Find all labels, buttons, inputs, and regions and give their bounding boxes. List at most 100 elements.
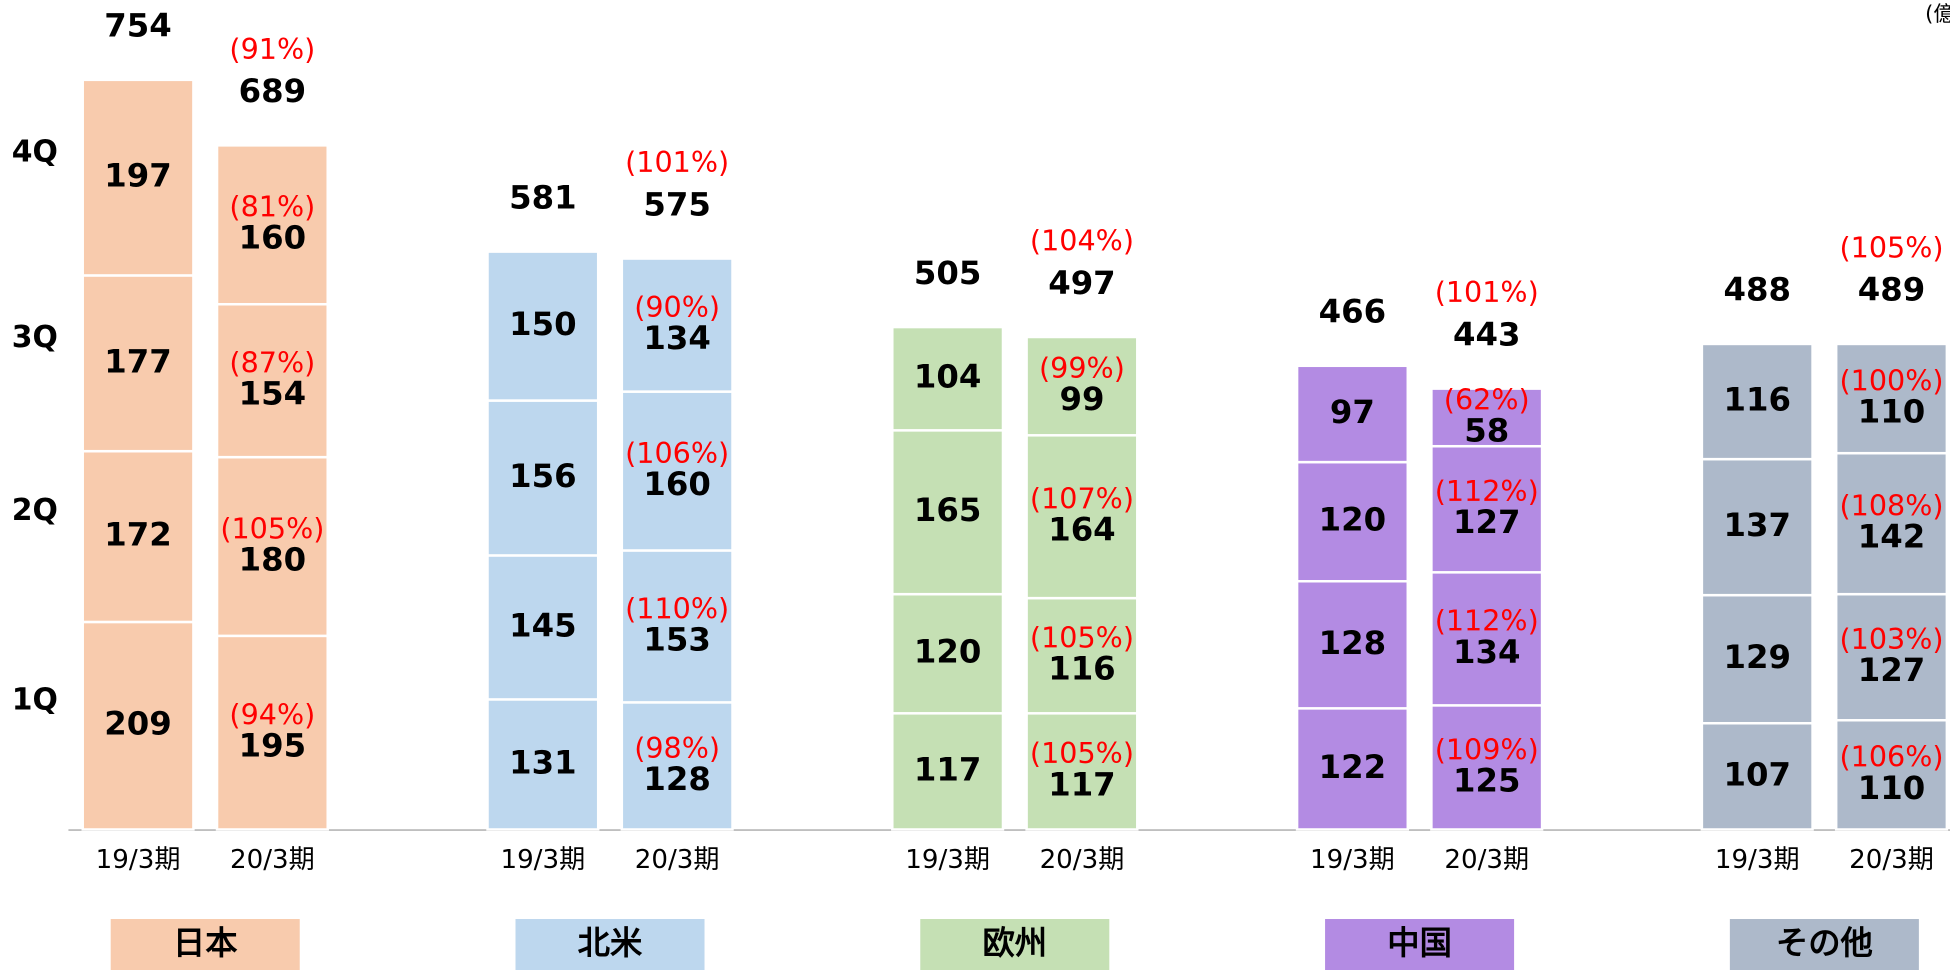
value-label: 177 <box>104 342 171 380</box>
region-label: 中国 <box>1387 924 1452 962</box>
bar-segment <box>1025 434 1139 600</box>
bar-segment <box>1700 593 1814 725</box>
unit-label: (億円) <box>1925 1 1950 26</box>
bar-segment <box>215 455 329 638</box>
ratio-label: (106%) <box>625 436 729 470</box>
bar-segment <box>1834 592 1949 722</box>
value-label: 180 <box>239 540 306 578</box>
bar-segment <box>620 390 734 552</box>
value-label: 209 <box>104 705 171 743</box>
total-ratio-label: (104%) <box>1030 223 1134 257</box>
x-tick-label: 20/3期 <box>1040 845 1125 875</box>
ratio-label: (100%) <box>1839 363 1943 397</box>
bar-segment <box>1295 460 1410 583</box>
value-label: 58 <box>1464 411 1509 449</box>
total-label: 497 <box>1048 264 1115 302</box>
value-label: 131 <box>509 743 576 781</box>
quarter-label: 4Q <box>12 134 58 169</box>
bar-segment <box>1295 707 1410 831</box>
bar-segment <box>620 257 734 393</box>
region-box <box>920 919 1110 970</box>
total-label: 505 <box>914 254 981 292</box>
x-tick-label: 19/3期 <box>500 845 585 875</box>
bar-segment <box>1834 451 1949 596</box>
total-ratio-label: (105%) <box>1839 230 1943 264</box>
ratio-label: (105%) <box>1030 621 1134 655</box>
x-tick-label: 19/3期 <box>1715 845 1800 875</box>
bar-segment <box>1295 364 1410 464</box>
bar-segment <box>891 712 1005 831</box>
region-label: 欧州 <box>982 924 1047 962</box>
bar-segment <box>81 620 195 831</box>
region-label: その他 <box>1776 924 1873 962</box>
ratio-label: (90%) <box>634 290 720 324</box>
total-ratio-label: (101%) <box>1435 275 1539 309</box>
bar-segment <box>1430 571 1544 707</box>
value-label: 137 <box>1723 506 1790 544</box>
bar-segment <box>486 250 600 402</box>
x-tick-label: 19/3期 <box>96 845 181 875</box>
ratio-label: (109%) <box>1435 732 1539 766</box>
value-label: 129 <box>1723 638 1790 676</box>
ratio-label: (87%) <box>229 346 315 380</box>
ratio-label: (106%) <box>1839 740 1943 774</box>
value-label: 128 <box>1319 624 1386 662</box>
x-tick-label: 19/3期 <box>905 845 990 875</box>
bar-segment <box>1025 712 1139 831</box>
total-ratio-label: (91%) <box>229 32 315 66</box>
value-label: 153 <box>643 620 710 658</box>
bar-segment <box>620 549 734 704</box>
value-label: 134 <box>1453 633 1520 671</box>
bar-segment <box>81 449 195 624</box>
region-box <box>110 919 300 970</box>
value-label: 172 <box>104 516 171 554</box>
value-label: 154 <box>239 375 306 413</box>
bar-segment <box>215 302 329 459</box>
ratio-label: (108%) <box>1839 488 1943 522</box>
bar-segment <box>891 429 1005 596</box>
value-label: 195 <box>239 727 306 765</box>
value-label: 127 <box>1858 651 1925 689</box>
total-ratio-label: (101%) <box>625 145 729 179</box>
value-label: 125 <box>1453 761 1520 799</box>
bar-segment <box>486 399 600 557</box>
value-label: 120 <box>1319 501 1386 539</box>
ratio-label: (112%) <box>1435 604 1539 638</box>
value-label: 99 <box>1059 380 1104 418</box>
total-label: 443 <box>1453 315 1520 353</box>
region-box <box>515 919 705 970</box>
bar-segment <box>891 325 1005 432</box>
bar-segment <box>1700 721 1814 831</box>
bar-segment <box>486 554 600 701</box>
value-label: 116 <box>1048 650 1115 688</box>
ratio-label: (94%) <box>229 698 315 732</box>
quarter-label: 1Q <box>12 682 58 717</box>
bar-segment <box>1700 457 1814 597</box>
total-label: 488 <box>1723 271 1790 309</box>
region-label: 北米 <box>578 924 643 962</box>
value-label: 97 <box>1330 393 1375 431</box>
value-label: 128 <box>643 760 710 798</box>
value-label: 120 <box>914 633 981 671</box>
bar-segment <box>620 701 734 831</box>
value-label: 165 <box>914 491 981 529</box>
total-label: 466 <box>1319 293 1386 331</box>
bar-segment <box>1834 719 1949 831</box>
value-label: 110 <box>1858 392 1925 430</box>
region-label: 日本 <box>173 924 238 962</box>
bar-segment <box>1430 704 1544 831</box>
bar-segment <box>486 698 600 831</box>
x-tick-label: 20/3期 <box>1849 845 1934 875</box>
value-label: 156 <box>509 457 576 495</box>
ratio-label: (107%) <box>1030 482 1134 516</box>
ratio-label: (105%) <box>1030 736 1134 770</box>
value-label: 134 <box>643 319 710 357</box>
quarter-label: 2Q <box>12 493 58 528</box>
total-label: 689 <box>239 72 306 110</box>
ratio-label: (103%) <box>1839 622 1943 656</box>
ratio-label: (99%) <box>1039 351 1125 385</box>
ratio-label: (81%) <box>229 190 315 224</box>
region-box <box>1729 919 1919 970</box>
